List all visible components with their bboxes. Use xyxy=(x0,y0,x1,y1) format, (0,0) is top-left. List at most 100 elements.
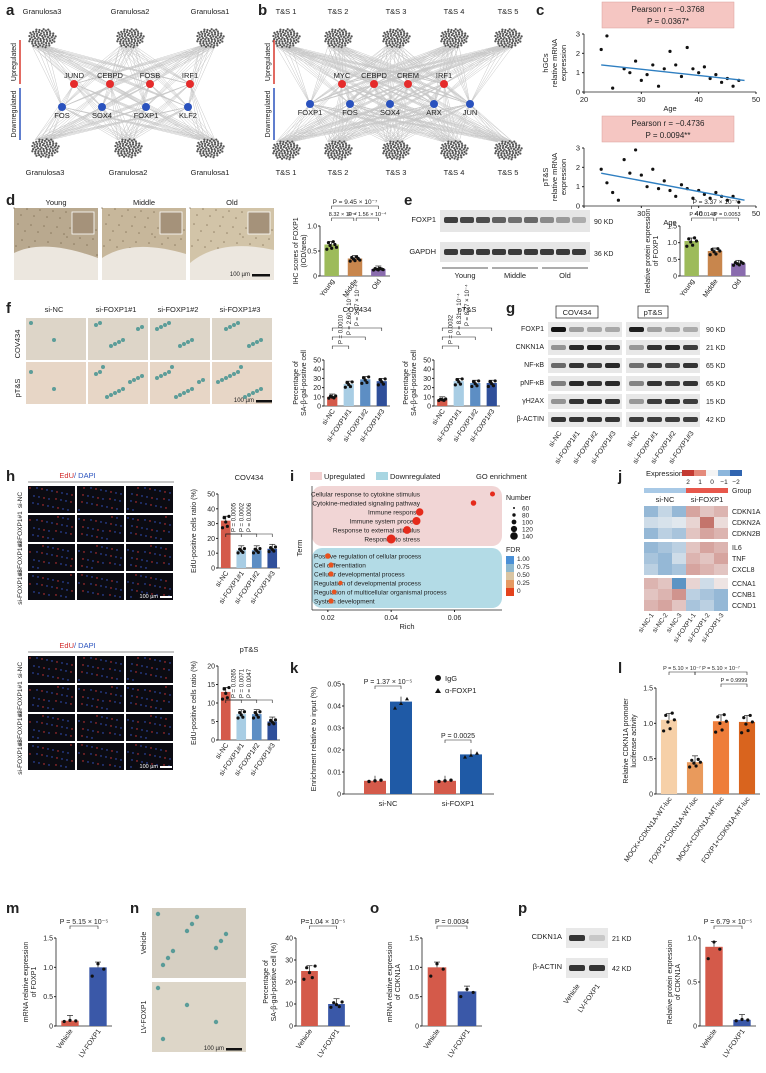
cluster-node xyxy=(133,33,137,36)
cluster-node xyxy=(399,38,402,41)
cluster-node xyxy=(513,154,517,157)
edge xyxy=(443,45,504,85)
nucleus xyxy=(106,717,108,719)
edge xyxy=(433,103,514,143)
cluster-node xyxy=(329,37,333,40)
data-point xyxy=(737,200,741,204)
size-legend-label: 120 xyxy=(522,527,533,534)
edge xyxy=(342,103,435,143)
cluster-node xyxy=(292,34,295,37)
cluster-node xyxy=(205,141,209,144)
nucleus xyxy=(38,592,40,594)
cluster-node xyxy=(449,36,452,39)
heat-cell xyxy=(658,517,672,528)
cluster-node xyxy=(334,146,337,149)
cluster-node xyxy=(281,148,284,151)
cluster-node xyxy=(31,144,34,148)
header-label: pT&S xyxy=(644,308,663,317)
cluster-node xyxy=(290,39,293,43)
cluster-node xyxy=(510,29,513,32)
cluster-node xyxy=(344,151,348,155)
nucleus xyxy=(43,593,45,595)
cluster-node xyxy=(512,39,515,43)
cluster-node xyxy=(510,46,513,49)
nucleus xyxy=(67,509,69,511)
sig-bracket xyxy=(444,739,472,743)
sig-bracket xyxy=(331,217,355,221)
cell xyxy=(157,227,159,229)
cluster-node xyxy=(336,154,339,157)
nucleus xyxy=(71,494,73,496)
data-dot xyxy=(712,940,716,944)
cluster-node xyxy=(501,155,504,159)
y-axis-label: mRNA relative expression xyxy=(23,942,30,1023)
data-dot xyxy=(460,377,464,381)
data-point xyxy=(599,47,603,52)
cluster-node xyxy=(39,148,42,151)
heat-cell xyxy=(672,517,686,528)
cell xyxy=(108,214,110,216)
go-dot xyxy=(338,580,343,586)
nucleus xyxy=(82,696,84,698)
cluster-node xyxy=(210,150,213,153)
cluster-node xyxy=(217,142,220,145)
edge xyxy=(280,103,351,143)
nucleus xyxy=(105,660,107,662)
cluster-node xyxy=(403,144,406,147)
sa-bgal-cell xyxy=(236,370,240,374)
cluster-node xyxy=(342,35,346,39)
nucleus xyxy=(81,735,83,737)
edge xyxy=(189,45,211,85)
edge xyxy=(189,45,216,85)
nucleus xyxy=(137,551,139,553)
cluster-node xyxy=(31,42,34,45)
nucleus xyxy=(140,502,142,504)
edge xyxy=(453,45,471,105)
cluster-node xyxy=(199,42,202,45)
cluster-node xyxy=(519,149,522,152)
row-label: si-NC xyxy=(17,662,24,679)
sa-bgal-cell xyxy=(98,370,102,374)
cluster-node xyxy=(213,33,217,36)
band xyxy=(647,381,662,386)
legend-swatch xyxy=(310,472,322,480)
cluster-node xyxy=(448,38,451,41)
edge xyxy=(395,103,471,143)
sa-bgal-cell xyxy=(218,938,224,944)
edge xyxy=(433,45,514,105)
nucleus xyxy=(42,674,44,676)
cluster-node xyxy=(214,39,217,43)
cluster-node xyxy=(343,154,347,157)
band xyxy=(587,363,602,368)
sig-bracket xyxy=(436,925,468,929)
data-dot xyxy=(690,758,694,762)
nucleus xyxy=(119,702,121,704)
edge xyxy=(101,45,211,108)
data-dot xyxy=(731,263,736,267)
cluster-node xyxy=(465,37,468,40)
cluster-node xyxy=(391,152,394,155)
sa-bgal-cell xyxy=(184,928,190,934)
nucleus xyxy=(106,579,108,581)
cluster-node xyxy=(403,32,406,35)
nucleus xyxy=(159,554,161,556)
data-dot xyxy=(74,1019,78,1023)
nucleus xyxy=(110,555,112,557)
cluster-node xyxy=(401,28,404,31)
nucleus xyxy=(150,706,152,708)
nucleus xyxy=(163,562,165,564)
edge xyxy=(189,45,206,85)
cluster-node xyxy=(121,153,124,157)
cluster-node xyxy=(385,38,389,41)
cluster-node xyxy=(502,157,506,160)
nucleus xyxy=(33,761,35,763)
edge xyxy=(61,45,131,108)
cluster-node xyxy=(202,152,205,155)
band xyxy=(569,381,584,386)
band xyxy=(569,345,584,350)
cluster-node xyxy=(508,43,511,46)
bar xyxy=(236,550,247,568)
data-point xyxy=(679,74,684,79)
sa-bgal-cell xyxy=(136,376,140,380)
